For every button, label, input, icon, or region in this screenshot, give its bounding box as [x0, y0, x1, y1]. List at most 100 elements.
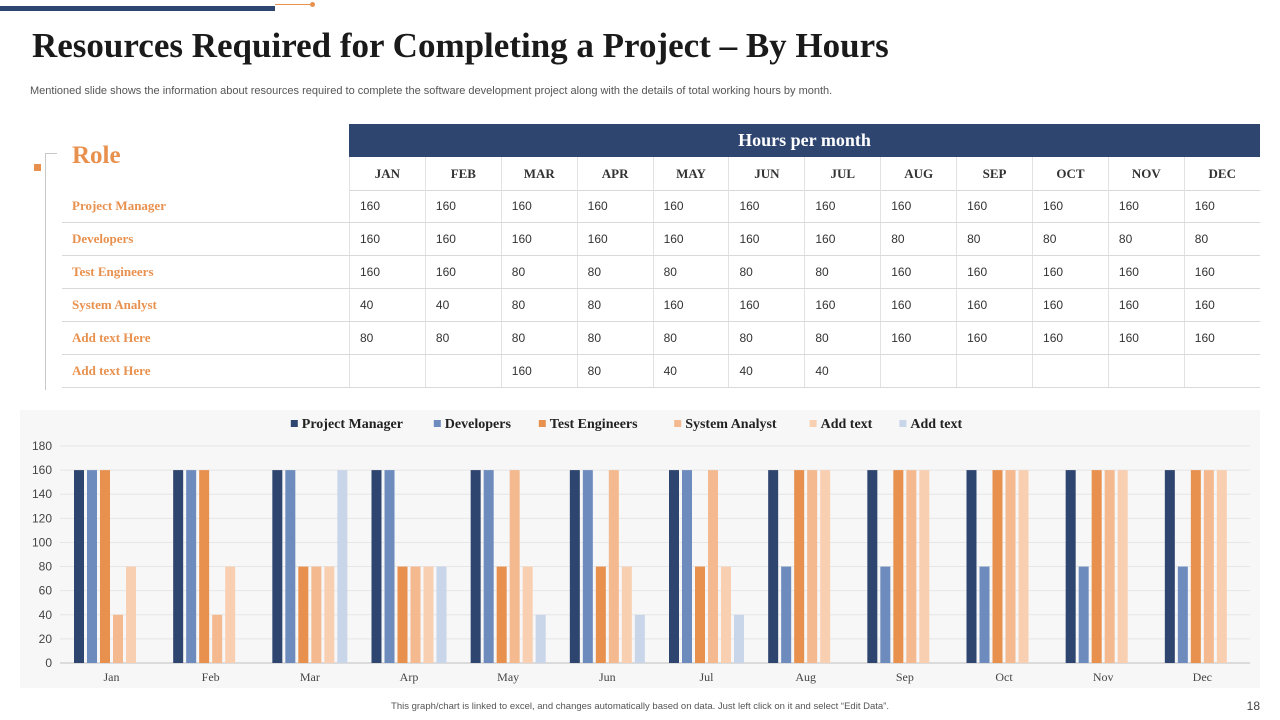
hours-cell: 160 — [349, 256, 425, 288]
month-header: MAR — [500, 157, 577, 190]
month-header: NOV — [1107, 157, 1184, 190]
role-label: Test Engineers — [72, 264, 154, 279]
hours-cell — [1183, 355, 1260, 387]
hours-cell: 160 — [1032, 256, 1108, 288]
hours-cell: 80 — [500, 289, 577, 321]
hours-cell: 160 — [1183, 322, 1260, 354]
table-row: Project Manager 160 160 160 160 160 160 160 160 1… — [62, 190, 1260, 223]
bar — [880, 566, 891, 663]
hours-cell: 80 — [880, 223, 956, 255]
hours-cell: 160 — [1032, 322, 1108, 354]
hours-cell: 160 — [804, 289, 880, 321]
hours-cell: 160 — [956, 289, 1032, 321]
hours-cell: 160 — [1107, 289, 1184, 321]
hours-cell: 160 — [424, 256, 501, 288]
bar — [272, 470, 283, 663]
hours-cell: 80 — [728, 322, 804, 354]
hours-cell: 160 — [880, 256, 956, 288]
hours-cell: 160 — [728, 289, 804, 321]
bar — [1018, 470, 1029, 663]
x-tick-label: Dec — [1193, 670, 1212, 684]
hours-cell: 160 — [652, 289, 729, 321]
page-number: 18 — [1246, 699, 1260, 713]
legend-label: System Analyst — [685, 417, 777, 432]
hours-cell: 160 — [956, 190, 1032, 222]
bar — [794, 470, 805, 663]
hours-cell: 160 — [880, 289, 956, 321]
bar — [324, 566, 335, 663]
bar — [781, 566, 792, 663]
hours-per-month-header: Hours per month — [349, 124, 1260, 157]
hours-cell: 160 — [956, 256, 1032, 288]
bar — [483, 470, 494, 663]
bar — [397, 566, 408, 663]
hours-cell: 160 — [1183, 289, 1260, 321]
bar — [867, 470, 878, 663]
hours-cell: 160 — [424, 190, 501, 222]
bar — [87, 470, 97, 663]
hours-cell: 80 — [500, 322, 577, 354]
hours-cell: 80 — [500, 256, 577, 288]
bar — [522, 566, 533, 663]
bar — [126, 566, 136, 663]
x-tick-label: Jan — [104, 670, 120, 684]
bar — [768, 470, 779, 663]
legend-swatch — [809, 420, 817, 427]
bar — [734, 614, 744, 663]
bar — [1104, 470, 1115, 663]
bar — [410, 566, 421, 663]
footer-note: This graph/chart is linked to excel, and… — [391, 701, 889, 712]
hours-cell: 40 — [349, 289, 425, 321]
bar — [509, 470, 520, 663]
hours-cell: 160 — [956, 322, 1032, 354]
bar — [1078, 566, 1089, 663]
hours-cell: 160 — [804, 190, 880, 222]
legend-swatch — [674, 420, 682, 427]
role-label: System Analyst — [72, 297, 157, 312]
hours-cell: 160 — [576, 190, 653, 222]
bar — [436, 566, 447, 663]
hours-cell: 80 — [804, 322, 880, 354]
month-header: JAN — [349, 157, 425, 190]
month-header: JUL — [804, 157, 880, 190]
hours-cell: 160 — [1107, 256, 1184, 288]
month-header: FEB — [424, 157, 501, 190]
bar — [535, 614, 546, 663]
x-tick-label: Arp — [400, 670, 419, 684]
x-tick-label: Nov — [1093, 670, 1114, 684]
bar — [992, 470, 1003, 663]
hours-cell: 160 — [1107, 190, 1184, 222]
table-row: Test Engineers 160 160 80 80 80 80 80 160 160 160 1… — [62, 256, 1260, 289]
y-tick-label: 100 — [32, 535, 52, 549]
bar — [1216, 470, 1227, 663]
bar — [1203, 470, 1214, 663]
table-row: Developers 160 160 160 160 160 160 160 80 80 80 80 8… — [62, 223, 1260, 256]
bar — [1091, 470, 1102, 663]
hours-cell: 160 — [349, 190, 425, 222]
hours-cell: 160 — [1183, 190, 1260, 222]
bar — [979, 566, 990, 663]
bar — [608, 470, 619, 663]
hours-cell: 160 — [349, 223, 425, 255]
top-accent-line — [275, 4, 312, 5]
hours-cell: 160 — [1107, 322, 1184, 354]
bar — [634, 614, 645, 663]
hours-cell: 80 — [576, 289, 653, 321]
bar — [621, 566, 632, 663]
x-tick-label: Oct — [995, 670, 1013, 684]
role-label: Developers — [72, 231, 134, 246]
hours-cell: 80 — [349, 322, 425, 354]
y-tick-label: 180 — [32, 439, 52, 453]
table-row: System Analyst 40 40 80 80 160 160 160 160 160 160… — [62, 289, 1260, 322]
role-label: Add text Here — [72, 330, 151, 345]
hours-cell: 80 — [1032, 223, 1108, 255]
hours-cell: 80 — [424, 322, 501, 354]
hours-cell: 40 — [804, 355, 880, 387]
bar — [100, 470, 110, 663]
hours-cell: 160 — [424, 223, 501, 255]
bar — [682, 470, 692, 663]
hours-cell: 160 — [652, 223, 729, 255]
bar — [470, 470, 481, 663]
hours-cell — [349, 355, 425, 387]
legend-label: Project Manager — [302, 417, 403, 432]
